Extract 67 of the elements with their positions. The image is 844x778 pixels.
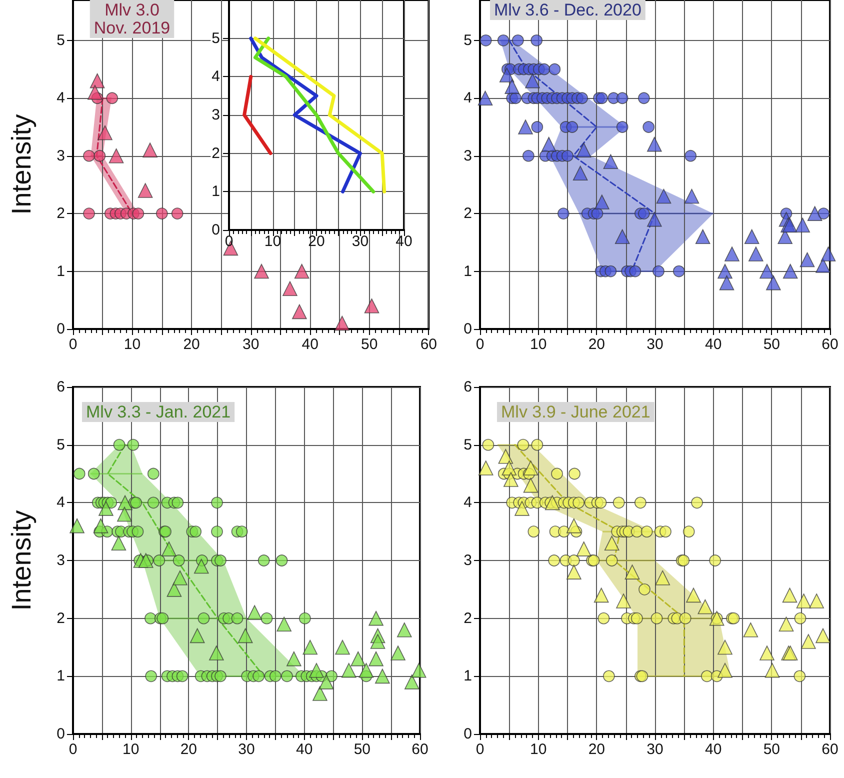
y-tick-label: 3 xyxy=(464,552,472,569)
y-tick-label: 0 xyxy=(464,726,472,742)
y-tick-label: 0 xyxy=(56,726,65,742)
y-tick-label: 2 xyxy=(464,205,472,222)
chart-title: Mlv 3.6 - Dec. 2020 xyxy=(494,0,642,20)
x-tick-label: 10 xyxy=(124,336,141,353)
x-tick-label: 40 xyxy=(704,741,722,758)
x-tick-label: 0 xyxy=(68,741,78,758)
x-tick-label: 50 xyxy=(361,336,378,353)
y-tick-label: 2 xyxy=(212,144,220,162)
y-tick-label: 4 xyxy=(464,90,472,107)
y-axis-title: Intensity xyxy=(6,510,36,611)
y-tick-label: 5 xyxy=(56,32,65,49)
x-tick-label: 50 xyxy=(763,741,780,758)
y-tick-label: 4 xyxy=(464,494,472,512)
y-tick-label: 1 xyxy=(212,183,220,200)
text: Mlv 3.3 - Jan. 2021 xyxy=(86,402,231,422)
y-tick-label: 2 xyxy=(56,610,65,627)
x-tick-label: 50 xyxy=(763,336,780,353)
x-tick-label: 30 xyxy=(646,336,664,353)
y-tick-label: 1 xyxy=(56,668,65,685)
x-tick-label: 30 xyxy=(352,233,369,250)
y-tick-label: 3 xyxy=(56,552,65,569)
y-tick-label: 0 xyxy=(464,320,472,338)
x-tick-label: 60 xyxy=(822,336,838,353)
x-tick-label: 30 xyxy=(242,336,260,353)
y-tick-label: 2 xyxy=(56,205,65,222)
x-tick-label: 0 xyxy=(68,336,78,353)
x-tick-label: 50 xyxy=(354,741,371,758)
y-tick-label: 4 xyxy=(56,494,65,512)
y-tick-label: 6 xyxy=(56,378,65,396)
y-tick-label: 5 xyxy=(464,436,472,454)
x-tick-label: 10 xyxy=(530,741,547,758)
x-tick-label: 20 xyxy=(183,336,200,353)
y-tick-label: 0 xyxy=(212,222,220,238)
x-tick-label: 40 xyxy=(302,336,318,353)
x-tick-label: 30 xyxy=(238,741,255,758)
y-tick-label: 3 xyxy=(56,147,65,164)
y-tick-label: 2 xyxy=(464,610,472,627)
x-tick-label: 40 xyxy=(296,741,313,758)
x-tick-label: 60 xyxy=(420,336,437,353)
x-tick-label: 10 xyxy=(530,336,547,353)
y-tick-label: 5 xyxy=(464,32,472,49)
y-tick-label: 4 xyxy=(56,90,65,107)
x-tick-label: 10 xyxy=(122,741,140,758)
y-tick-label: 6 xyxy=(464,378,472,396)
y-tick-label: 5 xyxy=(56,436,65,454)
y-tick-label: 1 xyxy=(56,262,65,280)
x-tick-label: 20 xyxy=(588,336,606,353)
text: Mlv 3.9 - June 2021 xyxy=(501,402,650,422)
x-tick-label: 0 xyxy=(476,336,484,353)
y-tick-label: 4 xyxy=(212,68,220,86)
y-tick-label: 1 xyxy=(464,668,472,685)
y-tick-label: 3 xyxy=(212,106,220,124)
x-tick-label: 40 xyxy=(704,336,722,353)
x-tick-label: 30 xyxy=(646,741,664,758)
y-tick-label: 1 xyxy=(464,262,472,280)
x-tick-label: 0 xyxy=(476,741,484,758)
x-tick-label: 60 xyxy=(822,741,838,758)
y-tick-label: 3 xyxy=(464,147,472,164)
x-tick-label: 60 xyxy=(412,741,428,758)
y-tick-label: 0 xyxy=(56,320,65,338)
x-tick-label: 20 xyxy=(588,741,606,758)
y-tick-label: 5 xyxy=(212,30,220,47)
text: Mlv 3.0 Nov. 2019 xyxy=(94,0,170,38)
x-tick-label: 20 xyxy=(180,741,198,758)
y-axis-title: Intensity xyxy=(6,114,36,215)
